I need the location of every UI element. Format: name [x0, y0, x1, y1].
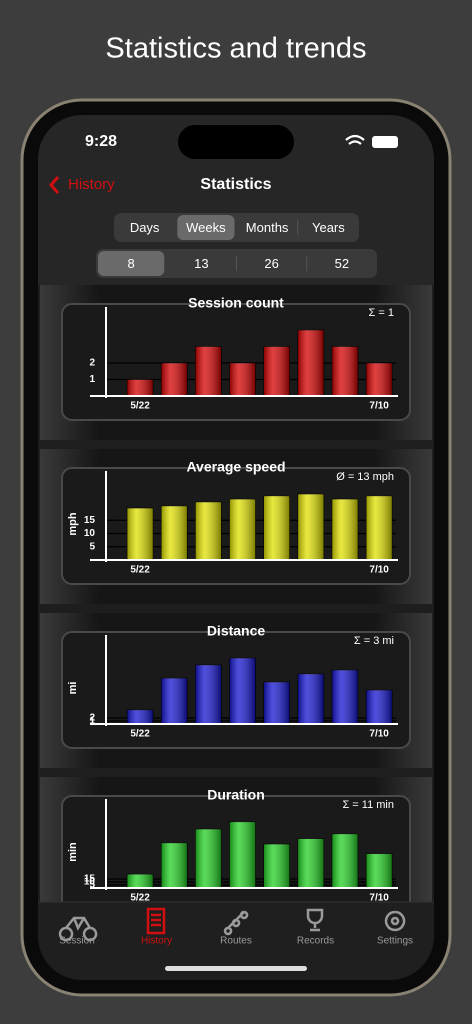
- x-tick-label: 5/22: [130, 893, 150, 904]
- chart-summary: Σ = 11 min: [342, 799, 394, 811]
- y-tick-label: 2: [89, 713, 95, 724]
- y-tick-label: 1: [89, 374, 95, 385]
- bar-shade: [161, 363, 188, 396]
- bar-shade: [331, 833, 358, 888]
- bar-shade: [195, 829, 222, 888]
- chart-summary: Ø = 13 mph: [336, 471, 394, 483]
- x-tick-label: 7/10: [369, 401, 389, 412]
- segment-option[interactable]: 26: [264, 256, 278, 271]
- page-title: Statistics and trends: [105, 33, 366, 65]
- y-tick-label: 5: [89, 541, 95, 552]
- tab-label[interactable]: Session: [59, 936, 95, 947]
- tab-icon: [58, 916, 98, 942]
- segment-option[interactable]: Weeks: [186, 220, 226, 235]
- x-tick-label: 7/10: [369, 565, 389, 576]
- bar-shade: [297, 673, 324, 724]
- bar-shade: [297, 838, 324, 888]
- x-tick-label: 5/22: [130, 565, 150, 576]
- bar-shade: [229, 821, 256, 888]
- bar-shade: [127, 874, 154, 888]
- bar-shade: [127, 709, 154, 724]
- bar-shade: [366, 853, 393, 888]
- tab-label[interactable]: Routes: [220, 936, 252, 947]
- chart-title: Duration: [207, 787, 265, 803]
- segment-option[interactable]: Years: [312, 220, 345, 235]
- bar-shade: [297, 330, 324, 396]
- bar-shade: [331, 346, 358, 396]
- tab-icon: [223, 910, 249, 936]
- segment-option[interactable]: 52: [335, 256, 349, 271]
- bar-shade: [331, 499, 358, 560]
- chart-title: Session count: [188, 295, 284, 311]
- y-axis-label: min: [67, 842, 79, 862]
- y-tick-label: 10: [84, 528, 96, 539]
- bar-shade: [161, 842, 188, 888]
- y-tick-label: 2: [89, 358, 95, 369]
- x-tick-label: 5/22: [130, 729, 150, 740]
- wifi: [345, 134, 365, 145]
- back-chevron[interactable]: [49, 176, 60, 194]
- segment-option[interactable]: Months: [246, 220, 289, 235]
- segment-option[interactable]: 8: [128, 256, 135, 271]
- segment-option[interactable]: Days: [130, 220, 160, 235]
- clock: 9:28: [85, 133, 117, 150]
- bar-shade: [127, 508, 154, 560]
- bar-shade: [229, 658, 256, 724]
- bar-shade: [263, 844, 290, 888]
- y-tick-label: 15: [84, 874, 96, 885]
- bar-shade: [195, 664, 222, 724]
- chart-summary: Σ = 3 mi: [354, 635, 394, 647]
- bar-shade: [366, 495, 393, 560]
- bar-shade: [331, 670, 358, 724]
- chart-title: Distance: [207, 623, 266, 639]
- battery: [372, 136, 398, 148]
- x-tick-label: 7/10: [369, 729, 389, 740]
- bar-shade: [297, 494, 324, 560]
- chart-summary: Σ = 1: [369, 307, 394, 319]
- y-axis-label: mph: [67, 512, 79, 536]
- tab-icon: [146, 907, 166, 935]
- bar-shade: [195, 501, 222, 560]
- bar-shade: [366, 363, 393, 396]
- home-indicator: [165, 966, 307, 971]
- tab-label[interactable]: Settings: [377, 936, 413, 947]
- segment-selected: [177, 215, 235, 240]
- tab-icon: [384, 910, 406, 932]
- chart-title: Average speed: [186, 459, 285, 475]
- bar-shade: [366, 690, 393, 724]
- x-tick-label: 7/10: [369, 893, 389, 904]
- back-button[interactable]: History: [68, 176, 115, 193]
- bar-shade: [127, 379, 154, 396]
- y-axis-label: mi: [67, 682, 79, 695]
- y-tick-label: 10: [84, 877, 96, 888]
- dynamic-island: [178, 125, 294, 159]
- y-tick-label: 15: [84, 515, 96, 526]
- tab-label[interactable]: History: [141, 936, 172, 947]
- bar-shade: [263, 346, 290, 396]
- bar-shade: [263, 495, 290, 560]
- tab-label[interactable]: Records: [297, 936, 334, 947]
- bar-shade: [195, 346, 222, 396]
- bar-shade: [263, 682, 290, 724]
- bar-shade: [161, 505, 188, 560]
- y-tick-label: 1: [89, 716, 95, 727]
- x-tick-label: 5/22: [130, 401, 150, 412]
- bar-shade: [229, 499, 256, 560]
- bar-shade: [161, 678, 188, 724]
- nav-title: Statistics: [200, 176, 271, 193]
- bar-shade: [229, 363, 256, 396]
- tab-icon: [306, 908, 324, 932]
- segment-selected: [98, 251, 165, 276]
- segment-option[interactable]: 13: [194, 256, 208, 271]
- y-tick-label: 5: [89, 880, 95, 891]
